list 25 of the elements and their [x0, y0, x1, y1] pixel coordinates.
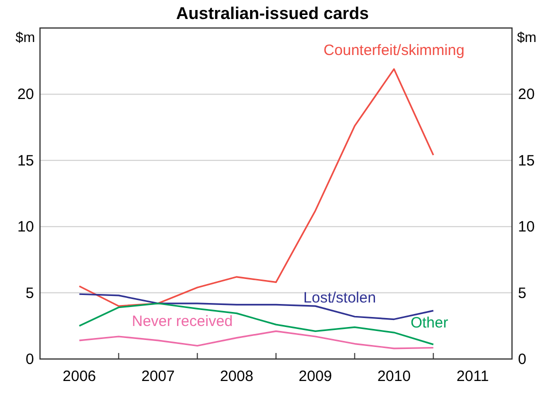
y2-tick-label: 10 [518, 218, 535, 236]
series-label: Lost/stolen [303, 290, 376, 307]
y-tick-label: 15 [17, 152, 34, 170]
x-tick-label: 2007 [141, 368, 175, 385]
x-tick-label: 2009 [298, 368, 332, 385]
y2-tick-label: 5 [518, 284, 526, 302]
y2-tick-label: 15 [518, 152, 535, 170]
x-tick-label: 2011 [456, 368, 489, 385]
y2-axis-title: $m [517, 29, 536, 45]
line-series [78, 68, 434, 307]
y-axis-title: $m [16, 29, 35, 45]
x-tick-label: 2010 [377, 368, 411, 385]
y2-tick-label: 20 [518, 86, 535, 104]
x-tick-label: 2006 [62, 368, 96, 385]
y-tick-label: 0 [26, 351, 34, 368]
y2-tick-label: 0 [518, 351, 526, 368]
x-tick-label: 2008 [220, 368, 254, 385]
y-tick-label: 20 [17, 86, 34, 104]
chart-title: Australian-issued cards [176, 4, 369, 23]
series-label: Other [410, 314, 448, 332]
series-label: Never received [132, 312, 233, 330]
series-label: Counterfeit/skimming [324, 42, 464, 60]
y-tick-label: 5 [26, 284, 34, 302]
y-tick-label: 10 [17, 218, 34, 236]
line-series [78, 330, 434, 350]
